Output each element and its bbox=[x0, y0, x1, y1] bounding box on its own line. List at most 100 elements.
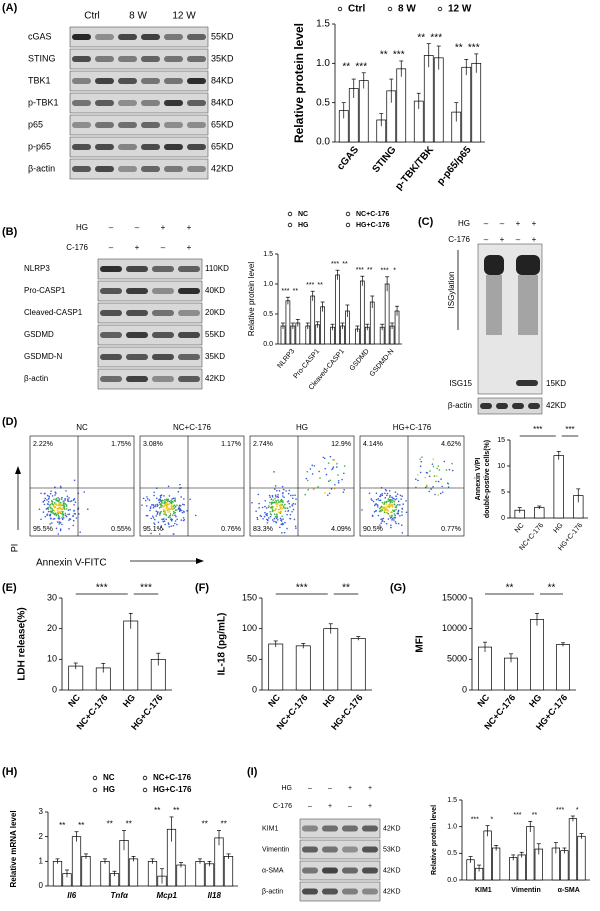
legend-label: NC+C-176 bbox=[153, 773, 192, 782]
flow-dot bbox=[167, 516, 170, 519]
flow-dot bbox=[170, 519, 173, 522]
flow-dot bbox=[46, 499, 48, 501]
y-tick-label: 1 bbox=[39, 856, 44, 865]
flow-dot bbox=[165, 514, 168, 517]
flow-dot bbox=[169, 514, 172, 517]
flow-dot bbox=[161, 501, 163, 504]
flow-dot bbox=[58, 521, 61, 523]
flow-dot bbox=[164, 523, 166, 526]
blot-strip bbox=[69, 92, 209, 114]
flow-dot bbox=[278, 489, 281, 492]
flow-dot bbox=[328, 480, 330, 482]
y-axis-label: Relative protein level bbox=[292, 23, 306, 143]
flow-dot bbox=[255, 510, 257, 512]
flow-dot bbox=[441, 491, 444, 493]
flow-dot bbox=[376, 504, 379, 506]
flow-dot bbox=[393, 503, 396, 506]
flow-dot bbox=[436, 467, 438, 470]
flow-dot bbox=[309, 468, 312, 470]
bar bbox=[123, 620, 139, 691]
blot-band bbox=[100, 266, 122, 272]
flow-dot bbox=[391, 496, 393, 498]
flow-dot bbox=[313, 465, 316, 467]
significance: ** bbox=[455, 43, 463, 54]
flow-dot bbox=[383, 511, 386, 514]
flow-dot bbox=[48, 497, 50, 499]
size-label: 42KD bbox=[211, 163, 234, 173]
significance: ** bbox=[417, 32, 425, 43]
y-tick-label: 20 bbox=[47, 623, 57, 633]
flow-dot bbox=[292, 494, 294, 497]
blot-band bbox=[118, 100, 137, 106]
flow-dot bbox=[47, 510, 50, 513]
flow-dot bbox=[265, 514, 268, 516]
blot-band bbox=[118, 56, 137, 62]
flow-dot bbox=[278, 504, 281, 507]
blot-band bbox=[187, 78, 206, 84]
flow-dot bbox=[61, 508, 64, 511]
blot-band bbox=[152, 354, 174, 360]
flow-dot bbox=[178, 504, 181, 507]
flow-dot bbox=[169, 516, 171, 519]
flow-dot bbox=[271, 519, 274, 521]
flow-dot bbox=[153, 522, 155, 524]
flow-dot bbox=[283, 496, 285, 499]
blot-smear bbox=[484, 255, 504, 275]
flow-dot bbox=[400, 524, 403, 526]
flow-dot bbox=[61, 517, 63, 519]
flow-dot bbox=[56, 504, 58, 506]
blot-band bbox=[152, 266, 174, 272]
flow-dot bbox=[277, 503, 279, 505]
flow-dot bbox=[58, 523, 60, 525]
flow-dot bbox=[169, 503, 171, 505]
flow-dot bbox=[381, 494, 384, 497]
flow-dot bbox=[61, 513, 63, 515]
flow-dot bbox=[388, 496, 391, 498]
y-tick-label: 0.5 bbox=[316, 97, 330, 108]
flow-dot bbox=[155, 497, 158, 500]
flow-dot bbox=[42, 501, 45, 503]
flow-dot bbox=[279, 506, 282, 509]
flow-dot bbox=[168, 526, 171, 528]
flow-dot bbox=[401, 532, 404, 534]
flow-dot bbox=[373, 510, 376, 513]
flow-dot bbox=[343, 465, 346, 467]
protein-label: α-SMA bbox=[262, 867, 284, 874]
flow-dot bbox=[180, 496, 183, 498]
blot-band bbox=[118, 34, 137, 40]
quadrant-label: 0.76% bbox=[221, 526, 241, 533]
blot-band bbox=[362, 846, 378, 853]
bar bbox=[568, 818, 578, 881]
bar bbox=[68, 665, 84, 691]
flow-dot bbox=[64, 499, 66, 501]
flow-dot bbox=[399, 494, 402, 497]
flow-dot bbox=[295, 498, 297, 500]
flow-dot bbox=[68, 497, 70, 499]
flow-dot bbox=[83, 491, 86, 493]
y-tick-label: 1.0 bbox=[447, 824, 457, 831]
flow-dot bbox=[385, 503, 388, 505]
flow-dot bbox=[322, 456, 325, 459]
flow-dot bbox=[73, 479, 76, 482]
flow-dot bbox=[386, 492, 389, 495]
flow-dot bbox=[59, 521, 62, 524]
flow-dot bbox=[43, 503, 46, 506]
size-label: 35KD bbox=[205, 352, 225, 361]
bar bbox=[147, 860, 158, 887]
condition-mark: + bbox=[161, 223, 166, 232]
flow-dot bbox=[275, 502, 277, 504]
flow-dot bbox=[415, 478, 417, 481]
flow-dot bbox=[52, 505, 55, 507]
flow-dot bbox=[49, 523, 51, 525]
significance: *** bbox=[556, 807, 564, 814]
flow-dot bbox=[436, 475, 438, 477]
flow-dot bbox=[78, 513, 80, 515]
flow-dot bbox=[183, 503, 185, 506]
flow-dot bbox=[160, 500, 162, 503]
flow-dot bbox=[379, 494, 382, 496]
flow-dot bbox=[153, 491, 155, 494]
blot-band bbox=[342, 867, 358, 874]
panel-label: (G) bbox=[390, 582, 406, 594]
significance: *** bbox=[140, 583, 152, 594]
